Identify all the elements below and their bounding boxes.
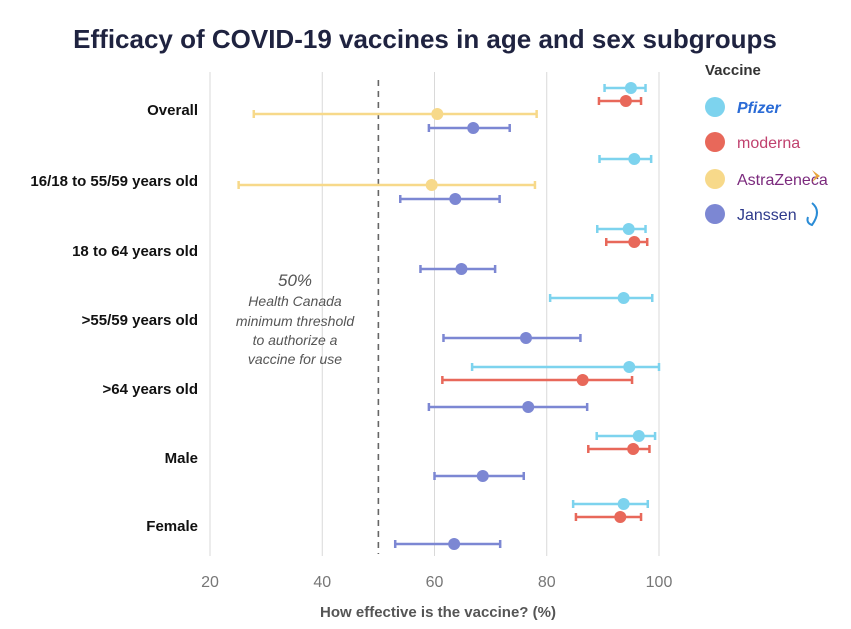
data-point bbox=[627, 443, 640, 455]
threshold-group: 50% Health Canada minimum threshold to auth… bbox=[236, 80, 380, 554]
x-tick-label: 40 bbox=[313, 574, 331, 591]
error-bar-point bbox=[571, 498, 650, 510]
data-point bbox=[617, 292, 630, 304]
category-label: >64 years old bbox=[103, 381, 198, 398]
error-bar-point bbox=[427, 122, 511, 134]
error-bar-point bbox=[470, 361, 661, 373]
legend-swatch bbox=[705, 169, 725, 189]
legend-title: Vaccine bbox=[705, 62, 761, 79]
data-marks bbox=[237, 82, 661, 550]
error-bar-point bbox=[603, 82, 647, 94]
data-point bbox=[519, 332, 532, 344]
error-bar-point bbox=[442, 332, 582, 344]
x-tick-label: 60 bbox=[426, 574, 444, 591]
error-bar-point bbox=[587, 443, 651, 455]
error-bar-point bbox=[399, 193, 501, 205]
janssen-logo-icon bbox=[806, 202, 818, 227]
legend-swatch bbox=[705, 97, 725, 117]
category-label: Overall bbox=[147, 102, 198, 119]
error-bar-point bbox=[596, 223, 647, 235]
legend-entry-label: Janssen bbox=[737, 207, 797, 224]
data-point bbox=[628, 153, 641, 165]
x-tick-label: 20 bbox=[201, 574, 219, 591]
data-point bbox=[622, 223, 635, 235]
legend-entry-label: Pfizer bbox=[737, 100, 781, 117]
threshold-annotation-line: Health Canada bbox=[248, 293, 342, 309]
data-point bbox=[623, 361, 636, 373]
x-tick-label: 80 bbox=[538, 574, 556, 591]
data-point bbox=[624, 82, 637, 94]
error-bar-point bbox=[597, 95, 643, 107]
error-bar-point bbox=[427, 401, 589, 413]
grid-lines bbox=[209, 72, 660, 556]
error-bar-point bbox=[433, 470, 525, 482]
x-tick-label: 100 bbox=[646, 574, 673, 591]
x-axis-label: How effective is the vaccine? (%) bbox=[320, 604, 556, 621]
threshold-annotation-line: 50% bbox=[278, 271, 312, 290]
threshold-annotation-line: to authorize a bbox=[253, 332, 338, 348]
data-point bbox=[455, 263, 468, 275]
category-labels: Overall 16/18 to 55/59 years old 18 to 64 … bbox=[30, 102, 198, 535]
legend-swatch bbox=[705, 204, 725, 224]
error-bar-point bbox=[441, 374, 634, 386]
threshold-annotation-line: vaccine for use bbox=[248, 351, 342, 367]
error-bar-point bbox=[548, 292, 654, 304]
category-label: 16/18 to 55/59 years old bbox=[30, 173, 198, 190]
error-bar-point bbox=[598, 153, 653, 165]
threshold-annotation-line: minimum threshold bbox=[236, 313, 355, 329]
data-point bbox=[476, 470, 489, 482]
category-label: >55/59 years old bbox=[82, 312, 198, 329]
error-bar-point bbox=[419, 263, 497, 275]
error-bar-point bbox=[252, 108, 538, 120]
error-bar-point bbox=[595, 430, 657, 442]
data-point bbox=[522, 401, 535, 413]
data-point bbox=[467, 122, 480, 134]
x-tick-labels: 20 40 60 80 100 bbox=[201, 574, 672, 591]
legend-entry-label: AstraZeneca bbox=[737, 172, 828, 189]
data-point bbox=[431, 108, 444, 120]
legend-entry-label: moderna bbox=[737, 135, 800, 152]
astrazeneca-logo-icon bbox=[812, 170, 820, 182]
data-point bbox=[448, 538, 461, 550]
data-point bbox=[617, 498, 630, 510]
error-bar-point bbox=[237, 179, 537, 191]
data-point bbox=[628, 236, 641, 248]
error-bar-point bbox=[393, 538, 502, 550]
data-point bbox=[632, 430, 645, 442]
data-point bbox=[449, 193, 462, 205]
category-label: Female bbox=[146, 518, 198, 535]
error-bar-point bbox=[574, 511, 643, 523]
legend-swatch bbox=[705, 132, 725, 152]
category-label: Male bbox=[165, 450, 198, 467]
data-point bbox=[576, 374, 589, 386]
legend: Vaccine Pfizer moderna AstraZeneca Janssen bbox=[705, 62, 828, 227]
data-point bbox=[619, 95, 632, 107]
data-point bbox=[614, 511, 627, 523]
error-bar-point bbox=[604, 236, 649, 248]
category-label: 18 to 64 years old bbox=[72, 243, 198, 260]
chart-title: Efficacy of COVID-19 vaccines in age and… bbox=[73, 24, 777, 54]
data-point bbox=[425, 179, 438, 191]
